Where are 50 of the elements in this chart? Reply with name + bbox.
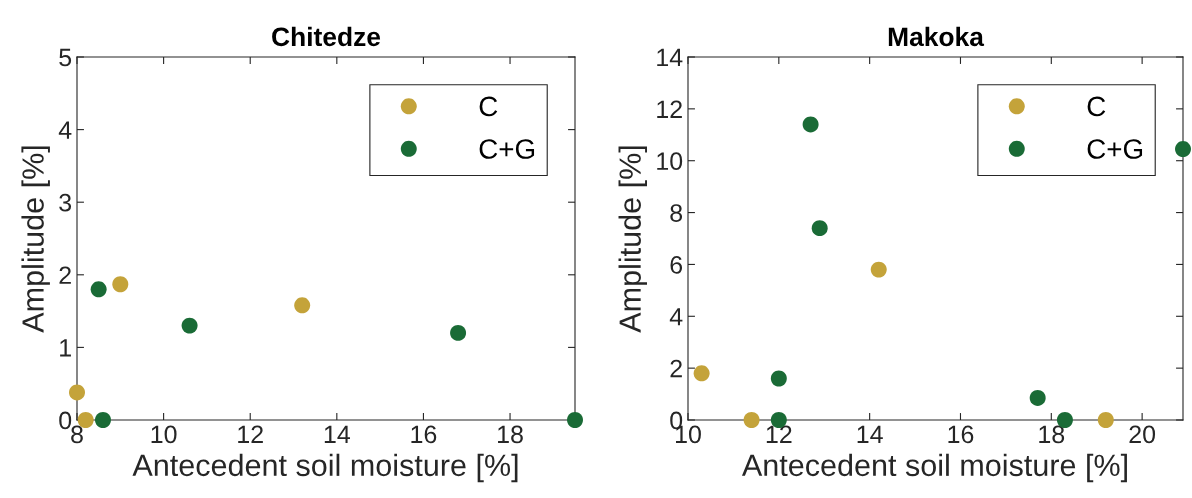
y-tick-label: 4 — [669, 308, 683, 326]
y-tick-label: 12 — [657, 100, 682, 118]
y-tick-label: 10 — [657, 152, 683, 171]
point — [294, 297, 311, 314]
point — [69, 384, 85, 401]
point — [811, 220, 828, 237]
point — [450, 324, 467, 341]
x-tick-label: 12 — [766, 425, 792, 443]
y-tick-label: 0 — [59, 411, 72, 430]
y-tick-label: 1 — [60, 339, 71, 357]
x-tick-label: 18 — [1039, 425, 1065, 444]
y-tick-label: 5 — [59, 48, 72, 67]
y-tick-label: 8 — [670, 204, 683, 222]
point — [743, 412, 760, 428]
legend-label: C+G — [479, 139, 535, 159]
x-tick-label: 18 — [498, 425, 523, 444]
point — [181, 317, 198, 334]
y-tick-label: 3 — [59, 193, 72, 212]
point — [1029, 389, 1046, 406]
x-tick-label: 10 — [151, 425, 177, 444]
point — [770, 370, 787, 387]
y-tick-label: 2 — [59, 266, 71, 284]
y-tick-label: 2 — [670, 359, 682, 378]
chart-title: Makoka — [888, 26, 985, 47]
y-tick-label: 4 — [58, 121, 72, 139]
point — [870, 261, 887, 278]
x-axis-title: Antecedent soil moisture [%] — [741, 453, 1127, 483]
x-tick-label: 20 — [1129, 425, 1156, 444]
x-tick-label: 14 — [857, 425, 883, 443]
point — [95, 412, 111, 428]
x-axis-title: Antecedent soil moisture [%] — [132, 453, 518, 483]
y-tick-label: 6 — [670, 256, 683, 274]
y-axis-title: Amplitude [%] — [618, 146, 647, 333]
point — [1175, 141, 1191, 158]
x-tick-label: 16 — [948, 425, 974, 444]
point — [112, 276, 129, 293]
legend-label: C — [479, 96, 498, 117]
x-tick-label: 14 — [324, 425, 350, 443]
x-tick-label: 16 — [411, 425, 437, 444]
point — [1097, 412, 1114, 428]
legend-label: C — [1087, 96, 1106, 117]
y-axis-title: Amplitude [%] — [21, 146, 50, 333]
point — [90, 281, 107, 298]
chart-title: Chitedze — [272, 26, 381, 47]
point — [693, 365, 710, 382]
y-tick-label: 14 — [657, 48, 683, 67]
legend-label: C+G — [1087, 139, 1143, 159]
x-tick-label: 12 — [238, 425, 263, 443]
point — [567, 412, 583, 428]
point — [802, 116, 819, 133]
